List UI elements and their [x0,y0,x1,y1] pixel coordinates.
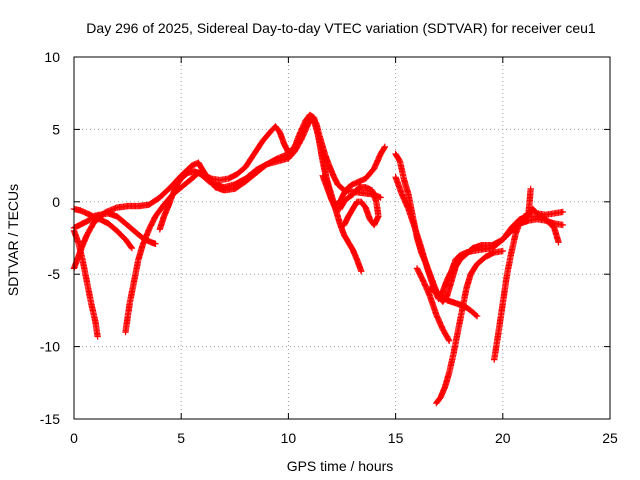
data-markers [319,172,382,229]
y-tick-label: 0 [52,194,60,210]
x-tick-label: 25 [602,430,618,446]
data-markers [433,247,506,407]
x-tick-label: 10 [281,430,297,446]
series-arc-7 [319,172,382,229]
series-arc-13 [491,205,566,363]
x-tick-label: 0 [70,430,78,446]
y-axis-label: SDTVAR / TECUs [5,184,21,296]
x-tick-label: 5 [177,430,185,446]
axis-ticks: 0 5 10 15 20 25 -15 -10 -5 0 5 10 [40,49,618,446]
series-arc-10 [413,265,453,344]
data-markers [392,174,562,302]
y-tick-label: -5 [48,266,61,282]
x-axis-label: GPS time / hours [287,458,394,474]
plot-frame [73,56,611,420]
y-tick-label: -10 [40,339,60,355]
data-points [70,111,566,407]
series-arc-9 [392,174,562,302]
data-markers [413,265,453,344]
data-markers [525,185,534,217]
x-tick-label: 20 [495,430,511,446]
series-arc-12 [433,247,506,407]
y-tick-label: 5 [52,121,60,137]
series-arc-14 [525,185,534,217]
data-markers [491,205,566,363]
chart-title: Day 296 of 2025, Sidereal Day-to-day VTE… [86,20,596,36]
x-tick-label: 15 [388,430,404,446]
y-tick-label: 10 [44,49,60,65]
y-tick-label: -15 [40,411,60,427]
